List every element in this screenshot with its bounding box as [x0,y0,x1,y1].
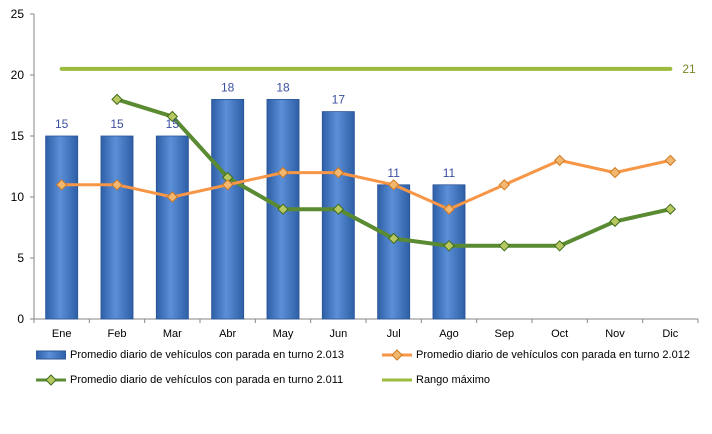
bar [100,135,134,320]
bar-data-label: 18 [221,80,235,94]
bar-data-label: 15 [110,117,124,131]
line-point [498,179,511,191]
bar [45,135,79,320]
bar-data-label: 11 [387,166,400,180]
x-tick-label: Jul [387,328,401,340]
line-point [221,179,234,191]
x-tick-label: May [273,328,294,340]
line-point [498,240,511,252]
y-tick-label: 25 [11,7,25,21]
line-point [166,191,179,203]
x-tick-label: Ene [52,328,72,340]
line-point [553,154,566,167]
line-point [332,203,345,215]
x-tick-label: Mar [163,328,182,340]
line-point [609,215,621,228]
x-tick-label: Sep [495,328,515,340]
line-point [443,203,455,215]
bar [155,135,189,320]
bar [377,184,411,320]
x-tick-label: Dic [662,328,678,340]
line-point [443,240,455,252]
line-point [332,166,345,179]
series-line [60,158,672,211]
line-point [664,203,677,215]
line-point [111,93,123,106]
x-tick-label: Jun [329,328,347,340]
x-tick-label: Oct [551,328,568,340]
line-point [111,179,123,191]
bar-data-label: 18 [276,80,290,94]
y-tick-label: 10 [11,190,25,204]
x-tick-label: Feb [108,328,127,340]
max-range-data-label: 21 [682,62,696,76]
bar [211,99,245,320]
line-point [387,232,400,245]
line-point [166,110,179,123]
bar-data-label: 15 [166,117,180,131]
line-point [664,154,677,167]
line-point [55,179,68,191]
line-point [609,166,621,179]
line-point [553,240,566,252]
bar [321,111,355,320]
line-point [277,203,289,215]
bar-data-label: 17 [332,93,346,107]
y-tick-label: 20 [11,68,25,82]
x-tick-label: Abr [219,328,236,340]
line-point [387,179,400,191]
bar-data-label: 11 [443,166,456,180]
x-tick-label: Nov [605,328,625,340]
line-point [277,166,289,179]
bar-data-label: 15 [55,117,69,131]
y-tick-label: 0 [17,312,24,326]
y-tick-label: 5 [17,251,24,265]
y-tick-label: 15 [11,129,25,143]
x-tick-label: Ago [439,328,459,340]
